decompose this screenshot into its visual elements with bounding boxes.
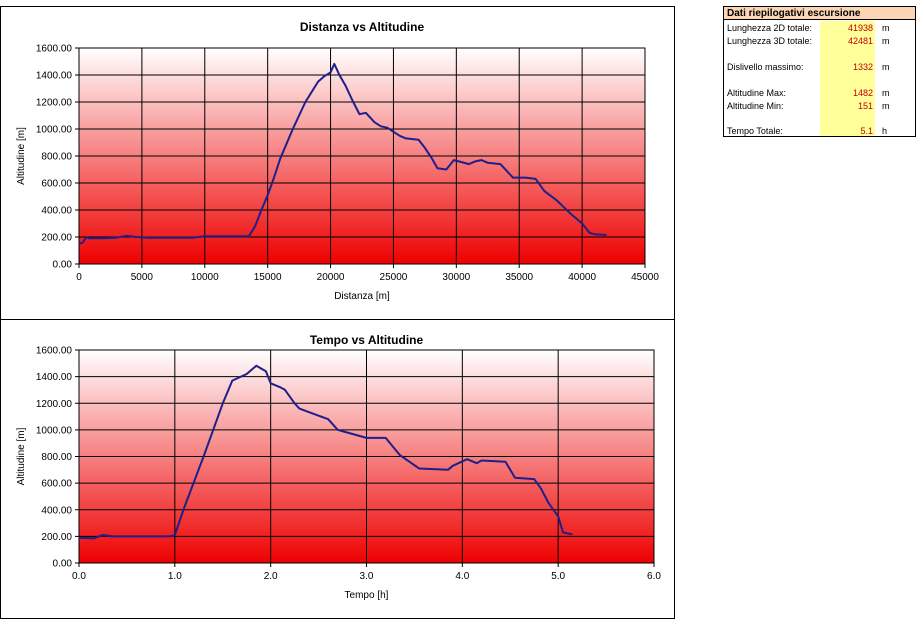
chart-title: Distanza vs Altitudine <box>300 20 425 34</box>
summary-row-total-time: Tempo Totale: 5.1 h <box>724 125 915 137</box>
x-tick-label: 5000 <box>131 272 154 283</box>
summary-value: 151 <box>857 101 873 111</box>
summary-row-3d-length: Lunghezza 3D totale: 42481 m <box>724 35 915 47</box>
summary-value: 1332 <box>852 62 873 72</box>
summary-label: Lunghezza 2D totale: <box>727 23 813 33</box>
summary-unit: m <box>882 101 890 111</box>
x-tick-label: 2.0 <box>264 571 278 582</box>
x-tick-label: 45000 <box>631 272 659 283</box>
summary-title: Dati riepilogativi escursione <box>724 7 915 20</box>
y-axis-label: Altitudine [m] <box>16 127 27 185</box>
y-tick-label: 600.00 <box>41 479 72 490</box>
x-tick-label: 4.0 <box>455 571 469 582</box>
x-tick-label: 10000 <box>191 272 219 283</box>
summary-label: Lunghezza 3D totale: <box>727 36 813 46</box>
y-tick-label: 800.00 <box>41 452 72 463</box>
x-tick-label: 25000 <box>380 272 408 283</box>
x-tick-label: 15000 <box>254 272 282 283</box>
plot-border <box>78 47 646 265</box>
summary-unit: m <box>882 23 890 33</box>
summary-label: Dislivello massimo: <box>727 62 804 72</box>
x-axis-label: Tempo [h] <box>345 590 389 601</box>
chart-distanza-svg: 0.00 200.00 400.00 600.00 800.00 1000.00 1200.… <box>16 20 659 302</box>
plot-border <box>78 349 655 564</box>
y-tick-label: 1600.00 <box>36 44 73 55</box>
summary-unit: h <box>882 126 888 136</box>
summary-value-column <box>820 21 875 136</box>
x-tick-label: 30000 <box>442 272 470 283</box>
summary-unit: m <box>882 62 890 72</box>
summary-row-2d-length: Lunghezza 2D totale: 41938 m <box>724 22 915 34</box>
x-tick-label: 40000 <box>568 272 596 283</box>
summary-label: Altitudine Min: <box>727 101 784 111</box>
x-tick-label: 6.0 <box>647 571 661 582</box>
y-tick-label: 400.00 <box>41 206 72 217</box>
x-tick-label: 20000 <box>317 272 345 283</box>
series-line-altitudine <box>78 62 607 245</box>
summary-label: Altitudine Max: <box>727 88 787 98</box>
y-tick-label: 400.00 <box>41 505 72 516</box>
summary-unit: m <box>882 36 890 46</box>
x-tick-label: 0.0 <box>72 571 86 582</box>
summary-label: Tempo Totale: <box>727 126 783 136</box>
y-tick-label: 1000.00 <box>36 425 73 436</box>
x-tick-label: 5.0 <box>551 571 565 582</box>
y-axis-label: Altitudine [m] <box>16 427 27 485</box>
y-tick-label: 200.00 <box>41 233 72 244</box>
summary-value: 1482 <box>852 88 873 98</box>
y-tick-label: 1000.00 <box>36 125 73 136</box>
x-tick-label: 1.0 <box>168 571 182 582</box>
chart-distanza-altitudine: 0.00 200.00 400.00 600.00 800.00 1000.00 1200.… <box>0 6 675 320</box>
x-tick-label: 35000 <box>505 272 533 283</box>
summary-row-min-altitude: Altitudine Min: 151 m <box>724 100 915 112</box>
y-tick-label: 0.00 <box>53 559 73 570</box>
y-tick-label: 1400.00 <box>36 71 73 82</box>
chart-tempo-svg: 0.00 200.00 400.00 600.00 800.00 1000.00 1200.… <box>16 333 661 601</box>
y-tick-label: 1200.00 <box>36 399 73 410</box>
summary-row-max-elevation-gain: Dislivello massimo: 1332 m <box>724 61 915 73</box>
y-tick-label: 1600.00 <box>36 346 73 357</box>
summary-row-max-altitude: Altitudine Max: 1482 m <box>724 87 915 99</box>
x-tick-label: 3.0 <box>360 571 374 582</box>
series-line-altitudine <box>78 364 573 540</box>
chart-tempo-altitudine: 0.00 200.00 400.00 600.00 800.00 1000.00 1200.… <box>0 319 675 619</box>
summary-value: 42481 <box>847 36 873 46</box>
summary-table: Dati riepilogativi escursione Lunghezza … <box>723 6 916 137</box>
x-tick-label: 0 <box>76 272 82 283</box>
y-tick-label: 800.00 <box>41 152 72 163</box>
x-axis-label: Distanza [m] <box>334 291 390 302</box>
y-tick-label: 600.00 <box>41 179 72 190</box>
summary-unit: m <box>882 88 890 98</box>
summary-value: 41938 <box>847 23 873 33</box>
y-tick-label: 0.00 <box>53 260 73 271</box>
chart-title: Tempo vs Altitudine <box>310 333 424 347</box>
summary-value: 5.1 <box>860 126 873 136</box>
y-tick-label: 1400.00 <box>36 372 73 383</box>
y-tick-label: 200.00 <box>41 532 72 543</box>
y-tick-label: 1200.00 <box>36 98 73 109</box>
